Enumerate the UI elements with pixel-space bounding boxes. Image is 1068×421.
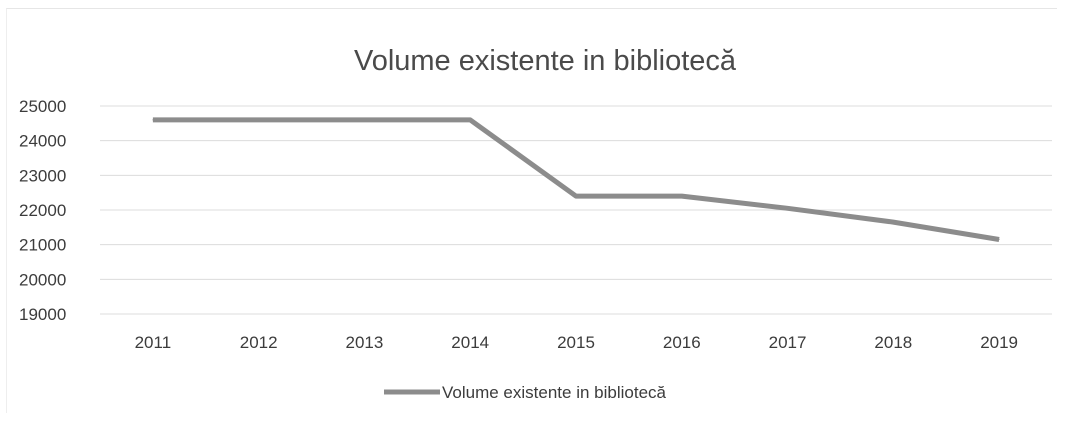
data-point	[575, 195, 577, 197]
y-tick-label: 24000	[19, 132, 66, 151]
x-tick-label: 2011	[135, 333, 172, 352]
grid-lines	[100, 105, 1052, 315]
data-point	[469, 119, 471, 121]
y-axis-ticks: 25000 24000 23000 22000 21000 20000 19000	[19, 97, 66, 324]
x-tick-label: 2017	[769, 333, 807, 352]
x-axis-ticks: 2011 2012 2013 2014 2015 2016 2017 2018 2019	[135, 333, 1018, 352]
data-point	[787, 207, 789, 209]
legend-label: Volume existente in bibliotecă	[442, 383, 667, 402]
series-line	[152, 117, 1000, 242]
legend: Volume existente in bibliotecă	[384, 383, 667, 402]
x-tick-label: 2015	[557, 333, 595, 352]
y-tick-label: 20000	[19, 270, 66, 289]
x-tick-label: 2019	[980, 333, 1018, 352]
y-tick-label: 21000	[19, 236, 66, 255]
y-tick-label: 23000	[19, 166, 66, 185]
y-tick-label: 25000	[19, 97, 66, 116]
x-tick-label: 2014	[451, 333, 489, 352]
data-point	[892, 221, 894, 223]
data-point	[258, 119, 260, 121]
x-tick-label: 2016	[663, 333, 701, 352]
x-tick-label: 2012	[240, 333, 278, 352]
data-point	[681, 195, 683, 197]
y-tick-label: 19000	[19, 305, 66, 324]
series-lines	[152, 117, 1000, 242]
data-point	[152, 119, 154, 121]
chart-title: Volume existente in bibliotecă	[354, 45, 737, 77]
y-tick-label: 22000	[19, 201, 66, 220]
x-tick-label: 2013	[346, 333, 384, 352]
x-tick-label: 2018	[874, 333, 912, 352]
data-point	[363, 119, 365, 121]
data-point	[998, 238, 1000, 240]
